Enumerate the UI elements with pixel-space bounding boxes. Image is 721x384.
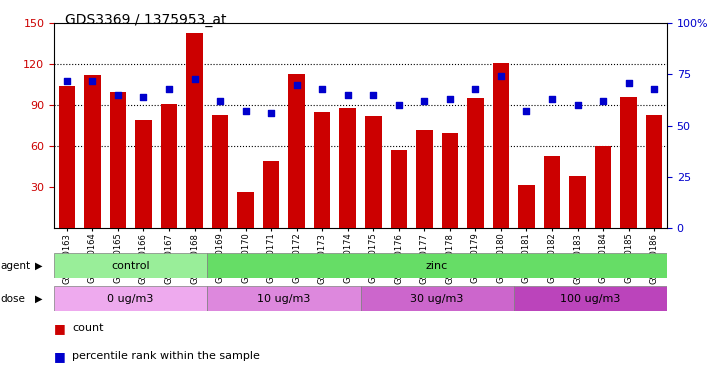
Point <box>393 102 404 108</box>
Point <box>214 98 226 104</box>
Bar <box>646 115 663 228</box>
Bar <box>391 151 407 228</box>
Text: count: count <box>72 323 104 333</box>
Bar <box>161 104 177 228</box>
Point <box>342 92 353 98</box>
Text: GDS3369 / 1375953_at: GDS3369 / 1375953_at <box>65 13 226 27</box>
Bar <box>288 74 305 228</box>
Bar <box>416 130 433 228</box>
Bar <box>441 132 458 228</box>
Bar <box>492 63 509 228</box>
Text: dose: dose <box>1 293 26 304</box>
Text: 30 ug/m3: 30 ug/m3 <box>410 293 464 304</box>
Point <box>444 96 456 102</box>
Point <box>265 110 277 116</box>
Bar <box>54 253 208 278</box>
Bar <box>84 75 101 228</box>
Point <box>648 86 660 92</box>
Point <box>112 92 124 98</box>
Bar <box>58 86 75 228</box>
Point <box>61 78 73 84</box>
Text: ■: ■ <box>54 350 66 363</box>
Bar <box>620 97 637 228</box>
Text: ■: ■ <box>54 322 66 335</box>
Point <box>240 108 252 114</box>
Bar <box>54 286 208 311</box>
Bar <box>208 286 360 311</box>
Point <box>572 102 583 108</box>
Bar <box>513 286 667 311</box>
Bar <box>186 33 203 228</box>
Text: ▶: ▶ <box>35 293 42 304</box>
Bar <box>365 116 381 228</box>
Bar <box>518 185 535 228</box>
Point <box>138 94 149 100</box>
Bar <box>212 115 229 228</box>
Bar <box>595 146 611 228</box>
Bar <box>570 176 586 228</box>
Bar <box>263 161 280 228</box>
Text: percentile rank within the sample: percentile rank within the sample <box>72 351 260 361</box>
Bar <box>135 120 151 228</box>
Bar <box>208 253 667 278</box>
Point <box>189 75 200 81</box>
Text: 100 ug/m3: 100 ug/m3 <box>560 293 621 304</box>
Point <box>495 73 507 79</box>
Point <box>163 86 174 92</box>
Text: 0 ug/m3: 0 ug/m3 <box>107 293 154 304</box>
Point <box>368 92 379 98</box>
Text: zinc: zinc <box>426 261 448 271</box>
Point <box>317 86 328 92</box>
Text: ▶: ▶ <box>35 261 42 271</box>
Bar <box>544 156 560 228</box>
Point <box>521 108 532 114</box>
Point <box>419 98 430 104</box>
Text: 10 ug/m3: 10 ug/m3 <box>257 293 311 304</box>
Point <box>547 96 558 102</box>
Bar <box>110 91 126 228</box>
Point <box>469 86 481 92</box>
Point <box>291 81 302 88</box>
Bar <box>360 286 513 311</box>
Bar <box>340 108 356 228</box>
Point <box>87 78 98 84</box>
Point <box>623 79 634 86</box>
Bar <box>237 192 254 228</box>
Bar <box>314 112 330 228</box>
Text: control: control <box>111 261 150 271</box>
Text: agent: agent <box>1 261 31 271</box>
Point <box>597 98 609 104</box>
Bar <box>467 98 484 228</box>
